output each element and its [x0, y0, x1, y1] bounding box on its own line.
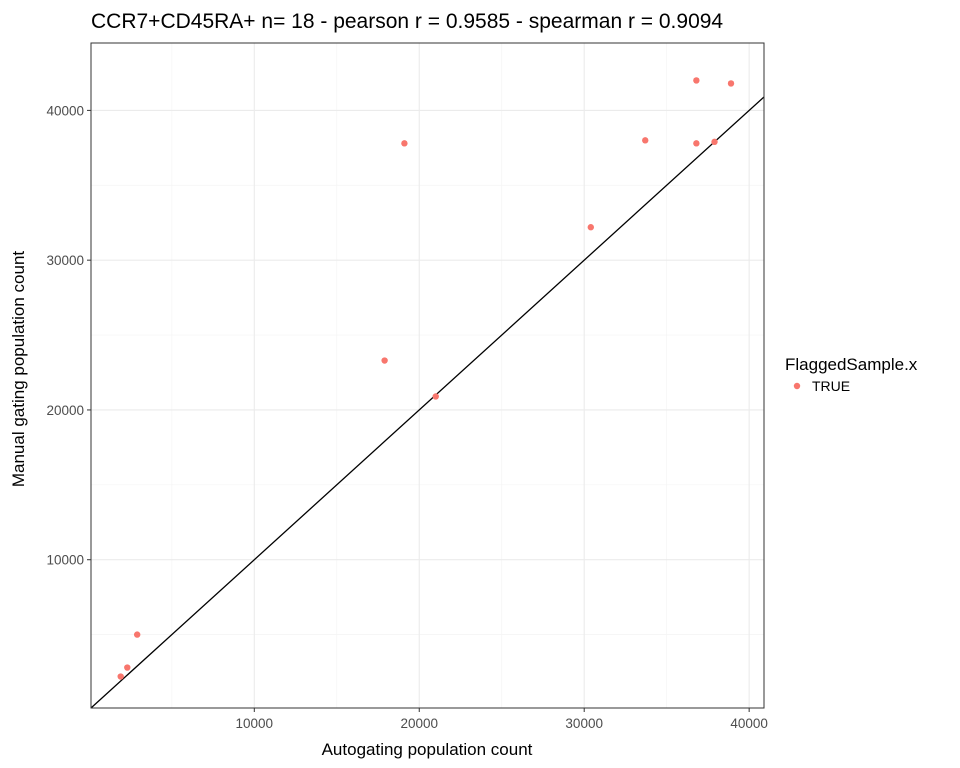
y-tick-label: 40000 — [46, 103, 84, 118]
x-tick-label: 20000 — [400, 716, 438, 731]
major-gridlines — [91, 43, 764, 708]
data-point — [124, 664, 131, 671]
x-tick-label: 40000 — [730, 716, 768, 731]
legend: FlaggedSample.x TRUE — [785, 355, 918, 394]
data-point — [727, 80, 735, 87]
data-point — [693, 140, 700, 147]
data-point — [401, 140, 408, 147]
chart-title: CCR7+CD45RA+ n= 18 - pearson r = 0.9585 … — [91, 10, 723, 33]
data-point — [642, 137, 649, 144]
x-tick-label: 10000 — [236, 716, 274, 731]
x-axis-ticks: 10000 20000 30000 40000 — [236, 708, 768, 731]
data-point — [587, 224, 595, 231]
data-point — [693, 77, 700, 84]
data-points — [117, 77, 735, 680]
y-axis-ticks: 10000 20000 30000 40000 — [46, 103, 91, 568]
legend-key-true — [793, 382, 801, 390]
y-tick-label: 10000 — [46, 553, 84, 568]
data-point — [117, 673, 124, 680]
legend-title: FlaggedSample.x — [785, 355, 918, 374]
legend-label-true: TRUE — [812, 378, 850, 394]
identity-reference-line — [90, 96, 765, 709]
minor-gridlines — [91, 43, 764, 708]
data-point — [381, 357, 388, 364]
x-axis-title: Autogating population count — [322, 740, 533, 759]
y-tick-label: 20000 — [46, 403, 84, 418]
data-point — [432, 393, 439, 400]
data-point — [133, 631, 141, 638]
y-tick-label: 30000 — [46, 253, 84, 268]
data-point — [711, 138, 718, 146]
x-tick-label: 30000 — [565, 716, 603, 731]
y-axis-title: Manual gating population count — [9, 251, 28, 488]
plot-panel-border — [90, 42, 765, 709]
